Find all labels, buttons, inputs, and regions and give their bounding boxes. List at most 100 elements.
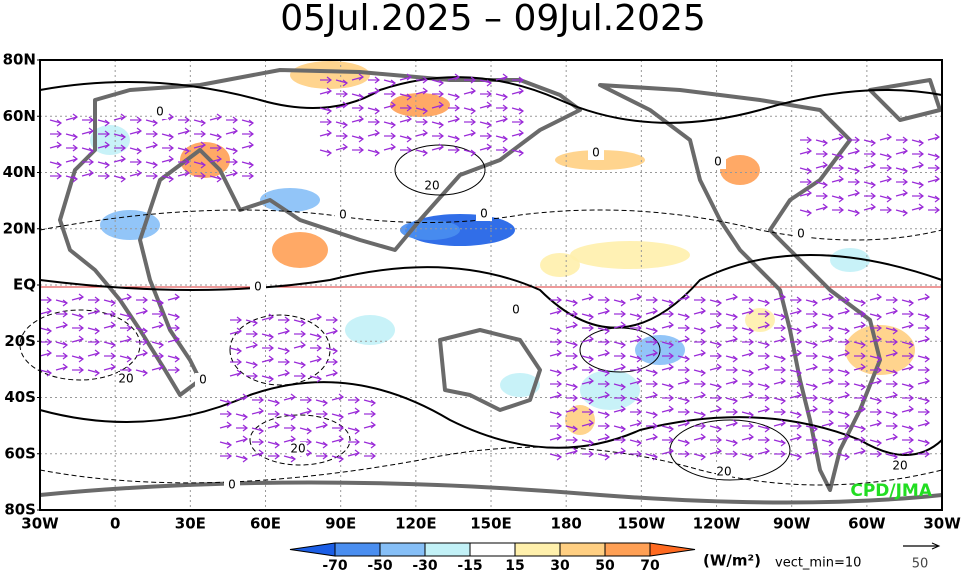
wind-vector xyxy=(725,355,738,360)
wind-vector-head xyxy=(126,335,132,343)
wind-vector-head xyxy=(876,293,882,301)
wind-vector-head xyxy=(812,405,818,413)
wind-vector xyxy=(837,327,850,332)
contour-label-bg xyxy=(250,280,266,294)
wind-vector-head xyxy=(502,115,508,123)
wind-vector-head xyxy=(518,76,524,84)
wind-vector-head xyxy=(354,427,360,435)
wind-vector-head xyxy=(46,296,52,304)
wind-vector-head xyxy=(258,449,264,457)
wind-vector xyxy=(661,425,674,430)
wind-vector-head xyxy=(104,130,110,138)
wind-vector-head xyxy=(620,352,626,360)
wind-vector xyxy=(741,352,754,357)
wind-vector-head xyxy=(684,408,690,416)
wind-vector-head xyxy=(860,405,866,413)
wind-vector-head xyxy=(934,206,940,214)
wind-vector-head xyxy=(620,310,626,318)
wind-vector-head xyxy=(860,363,866,371)
wind-vector xyxy=(885,327,898,332)
wind-vector xyxy=(71,338,84,343)
wind-vector xyxy=(331,438,344,443)
wind-vector-head xyxy=(732,408,738,416)
wind-vector-head xyxy=(876,355,882,363)
wind-vector-head xyxy=(374,107,380,115)
wind-vector-head xyxy=(806,147,812,155)
wind-vector-head xyxy=(370,452,376,460)
wind-vector-head xyxy=(700,453,706,461)
wind-vector xyxy=(869,422,882,427)
wind-vector xyxy=(399,76,412,81)
wind-vector xyxy=(209,116,222,121)
wind-vector-head xyxy=(844,422,850,430)
wind-vector-head xyxy=(556,453,562,461)
wind-vector xyxy=(103,366,116,371)
wind-vector xyxy=(479,79,492,84)
wind-vector-head xyxy=(844,411,850,419)
wind-vector xyxy=(167,313,180,318)
wind-vector-head xyxy=(486,132,492,140)
wind-vector xyxy=(645,352,658,357)
lat-label: 40S xyxy=(4,388,36,406)
wind-vector-head xyxy=(232,158,238,166)
wind-vector-head xyxy=(780,439,786,447)
wind-vector-head xyxy=(62,299,68,307)
contour xyxy=(394,144,486,196)
wind-vector-head xyxy=(316,355,322,363)
wind-vector xyxy=(709,408,722,413)
lon-label: 60E xyxy=(250,515,281,533)
wind-vector-head xyxy=(248,161,254,169)
wind-vector-head xyxy=(934,153,940,161)
wind-vector-head xyxy=(748,327,754,335)
wind-vector-head xyxy=(732,377,738,385)
lat-label: 20N xyxy=(3,219,36,237)
wind-vector xyxy=(299,427,312,432)
wind-vector-head xyxy=(390,121,396,129)
wind-vector-head xyxy=(152,141,158,149)
wind-vector-head xyxy=(918,139,924,147)
wind-vector xyxy=(431,146,444,151)
wind-vector-head xyxy=(236,347,242,355)
wind-vector-head xyxy=(812,447,818,455)
wind-vector-head xyxy=(370,410,376,418)
wind-vector-head xyxy=(78,335,84,343)
wind-vector xyxy=(399,118,412,123)
wind-vector xyxy=(39,327,52,332)
wind-vector-head xyxy=(924,439,930,447)
wind-vector-head xyxy=(332,327,338,335)
wind-vector-head xyxy=(252,341,258,349)
lon-label: 150W xyxy=(617,515,665,533)
wind-vector xyxy=(815,164,828,169)
wind-vector xyxy=(917,355,930,360)
wind-vector xyxy=(39,352,52,357)
wind-vector-head xyxy=(796,338,802,346)
wind-vector-head xyxy=(716,310,722,318)
wind-vector-head xyxy=(306,396,312,404)
wind-vector-head xyxy=(860,341,866,349)
wind-vector xyxy=(335,79,348,84)
wind-vector xyxy=(613,324,626,329)
wind-vector xyxy=(81,147,94,152)
wind-vector-head xyxy=(620,341,626,349)
wind-vector-head xyxy=(258,438,264,446)
wind-vector-head xyxy=(518,107,524,115)
wind-vector xyxy=(447,93,460,98)
wind-vector xyxy=(869,313,882,318)
wind-vector-head xyxy=(236,327,242,335)
wind-vector xyxy=(283,438,296,443)
wind-vector xyxy=(399,93,412,98)
wind-vector-head xyxy=(454,146,460,154)
wind-vector xyxy=(917,397,930,402)
wind-vector xyxy=(463,90,476,95)
wind-vector-head xyxy=(358,115,364,123)
wind-vector xyxy=(261,333,274,338)
wind-vector xyxy=(805,425,818,430)
wind-vector xyxy=(193,161,206,166)
wind-vector xyxy=(319,90,332,95)
wind-vector-head xyxy=(588,419,594,427)
wind-vector-head xyxy=(700,338,706,346)
wind-vector xyxy=(693,411,706,416)
wind-vector xyxy=(219,441,232,446)
wind-vector xyxy=(431,104,444,109)
wind-vector xyxy=(235,455,248,460)
